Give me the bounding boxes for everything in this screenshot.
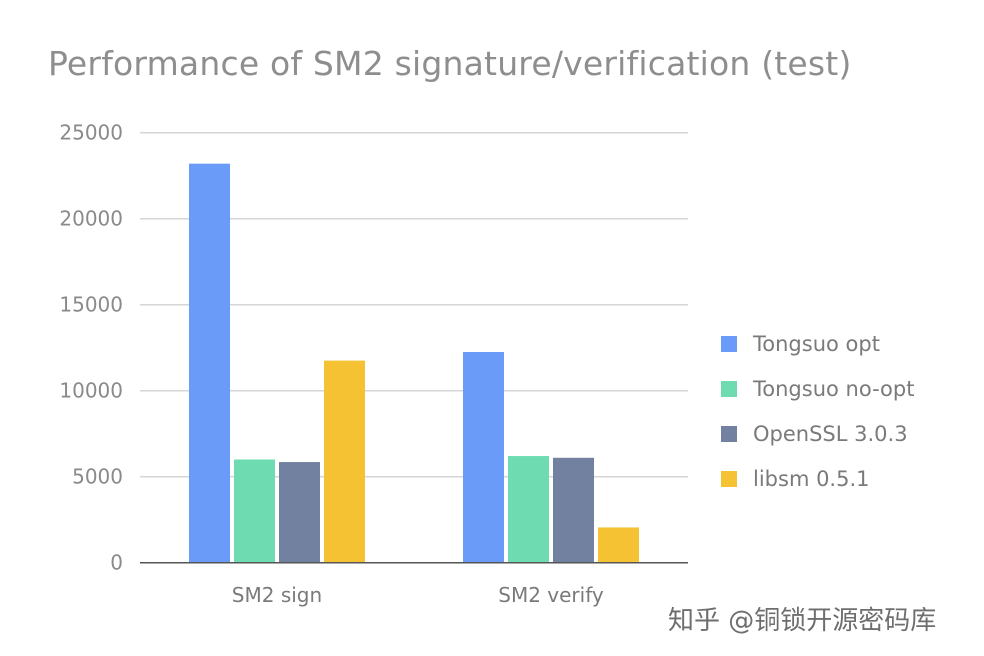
bar-openssl-3-0-3-sm2-verify xyxy=(553,457,594,563)
y-tick-label: 15000 xyxy=(59,293,123,317)
x-tick-label: SM2 verify xyxy=(498,583,604,607)
bar-libsm-0-5-1-sm2-sign xyxy=(324,360,365,563)
y-tick-label: 10000 xyxy=(59,379,123,403)
legend-swatch xyxy=(721,381,737,397)
y-tick-label: 25000 xyxy=(59,121,123,145)
bar-tongsuo-no-opt-sm2-sign xyxy=(234,459,275,563)
legend-label: Tongsuo opt xyxy=(752,332,880,356)
bar-tongsuo-opt-sm2-verify xyxy=(463,352,504,563)
legend-swatch xyxy=(721,336,737,352)
watermark: 知乎 @铜锁开源密码库 xyxy=(668,606,937,636)
legend-swatch xyxy=(721,471,737,487)
legend-label: libsm 0.5.1 xyxy=(753,467,870,491)
bar-tongsuo-no-opt-sm2-verify xyxy=(508,456,549,563)
legend-label: Tongsuo no-opt xyxy=(752,377,914,401)
y-tick-label: 5000 xyxy=(72,465,123,489)
chart-title: Performance of SM2 signature/verificatio… xyxy=(48,44,852,83)
y-tick-label: 0 xyxy=(110,551,123,575)
legend-label: OpenSSL 3.0.3 xyxy=(753,422,908,446)
bar-libsm-0-5-1-sm2-verify xyxy=(598,527,639,563)
y-tick-label: 20000 xyxy=(59,207,123,231)
bar-openssl-3-0-3-sm2-sign xyxy=(279,462,320,563)
x-tick-label: SM2 sign xyxy=(232,583,322,607)
legend-swatch xyxy=(721,426,737,442)
bar-tongsuo-opt-sm2-sign xyxy=(189,163,230,563)
